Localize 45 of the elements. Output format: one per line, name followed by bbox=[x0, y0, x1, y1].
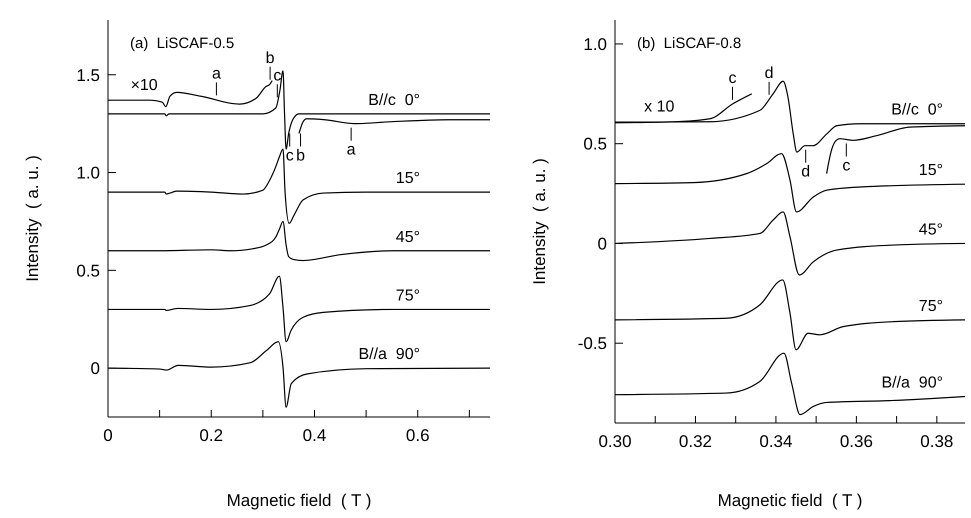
series-label: B//c 0° bbox=[368, 92, 420, 109]
x-tick-label: 0.2 bbox=[199, 426, 224, 445]
x-axis-title: Magnetic field ( T ) bbox=[226, 491, 372, 510]
annotation: c bbox=[842, 158, 850, 175]
x-tick-label: 0.36 bbox=[840, 432, 873, 451]
annotation: c bbox=[273, 67, 282, 84]
series-label: 75° bbox=[918, 298, 943, 315]
y-tick-label: 0 bbox=[90, 359, 100, 378]
x-tick-label: 0.38 bbox=[920, 432, 954, 451]
x-tick-label: 0.30 bbox=[598, 432, 632, 451]
annotation: d bbox=[764, 64, 774, 82]
series-label: 15° bbox=[918, 162, 943, 180]
y-tick-label: 1.0 bbox=[583, 34, 607, 54]
annotation: a bbox=[212, 65, 221, 82]
annotation: a bbox=[346, 142, 356, 159]
x-axis-title: Magnetic field ( T ) bbox=[718, 491, 862, 510]
y-tick-label: 1.0 bbox=[76, 164, 100, 183]
series-label: 15° bbox=[396, 170, 420, 188]
text: (b) LiSCAF-0.8 bbox=[637, 35, 742, 52]
series-label: 45° bbox=[918, 221, 943, 238]
annotation: c bbox=[286, 148, 294, 165]
y-axis-title: Intensity ( a. u. ) bbox=[23, 155, 42, 282]
y-tick-label: -0.5 bbox=[578, 334, 607, 354]
annotation: ×10 bbox=[130, 77, 158, 94]
annotation: x 10 bbox=[644, 98, 674, 116]
text: (a) LiSCAF-0.5 bbox=[130, 35, 234, 52]
annotation: c bbox=[728, 70, 736, 87]
annotation: b bbox=[296, 148, 306, 165]
x-tick-label: 0.4 bbox=[302, 426, 326, 445]
series-label: B//a 90° bbox=[881, 374, 943, 392]
y-tick-label: 0.5 bbox=[76, 261, 100, 280]
annotation: d bbox=[801, 164, 810, 181]
y-tick-label: 0.5 bbox=[583, 134, 607, 154]
series-label: B//a 90° bbox=[358, 346, 420, 364]
x-tick-label: 0.34 bbox=[759, 432, 792, 451]
y-axis-title: Intensity ( a. u. ) bbox=[530, 158, 549, 285]
annotation: b bbox=[266, 50, 275, 67]
x-tick-label: 0 bbox=[103, 426, 113, 445]
y-tick-label: 0 bbox=[598, 234, 607, 254]
series-label: 45° bbox=[396, 228, 420, 246]
x-tick-label: 0.32 bbox=[678, 432, 712, 451]
y-tick-label: 1.5 bbox=[76, 66, 100, 85]
series-label: 75° bbox=[396, 287, 420, 304]
x-tick-label: 0.6 bbox=[406, 426, 430, 445]
series-label: B//c 0° bbox=[891, 102, 943, 119]
